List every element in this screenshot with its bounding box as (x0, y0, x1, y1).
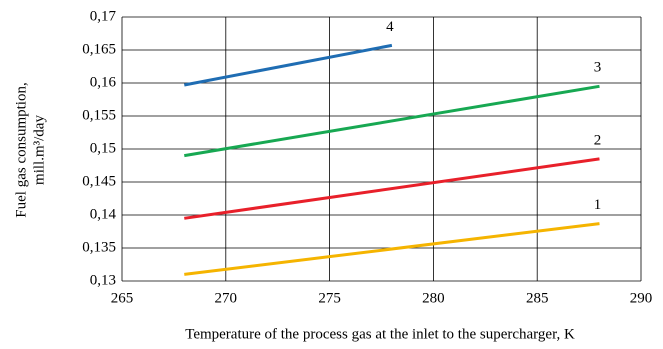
series-label: 2 (594, 132, 602, 148)
x-tick-label: 265 (111, 290, 134, 306)
y-tick-label: 0,155 (82, 107, 116, 123)
y-tick-label: 0,165 (82, 41, 116, 57)
y-tick-label: 0,14 (90, 206, 117, 222)
y-tick-label: 0,135 (82, 239, 116, 255)
x-tick-label: 285 (526, 290, 549, 306)
x-tick-label: 270 (215, 290, 238, 306)
y-tick-label: 0,15 (90, 140, 116, 156)
y-tick-label: 0,17 (90, 8, 117, 24)
series-label: 4 (386, 19, 394, 35)
y-tick-label: 0,145 (82, 173, 116, 189)
series-line (183, 43, 393, 87)
series-line (184, 222, 600, 276)
series-line (184, 84, 600, 158)
y-tick-label: 0,13 (90, 272, 116, 288)
y-tick-label: 0,16 (90, 74, 117, 90)
x-tick-label: 275 (318, 290, 341, 306)
x-tick-label: 280 (422, 290, 445, 306)
y-axis-label: Fuel gas consumption, (13, 82, 29, 217)
series-label: 1 (594, 197, 602, 213)
x-axis-label: Temperature of the process gas at the in… (185, 326, 575, 342)
y-axis-label: mill.m³/day (31, 115, 47, 185)
series-line (184, 157, 600, 220)
x-tick-label: 290 (630, 290, 653, 306)
series-label: 3 (594, 60, 602, 76)
